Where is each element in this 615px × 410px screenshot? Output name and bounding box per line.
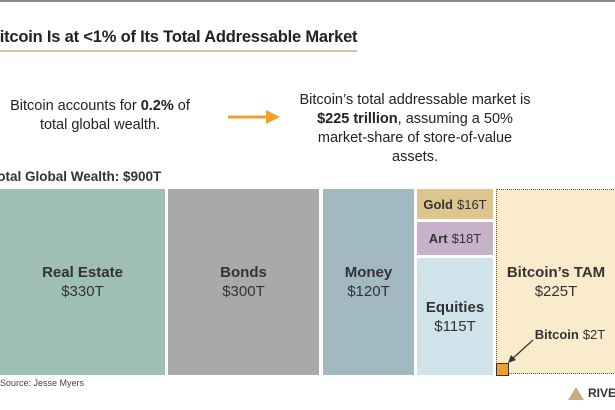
arrow-right-icon (228, 110, 280, 124)
callout-left: Bitcoin accounts for 0.2% of total globa… (10, 98, 190, 133)
block-bitcoin (496, 363, 509, 376)
block-real-estate: Real Estate $330T (0, 189, 165, 375)
chart-title: Bitcoin Is at <1% of Its Total Addressab… (0, 28, 358, 52)
block-art: Art $18T (417, 222, 493, 255)
bitcoin-label: Bitcoin $2T (534, 326, 606, 342)
total-wealth-label: Total Global Wealth: $900T (0, 169, 162, 184)
pointer-arrow-icon (508, 339, 534, 363)
block-bonds: Bonds $300T (168, 189, 319, 375)
mountain-logo-icon (568, 386, 584, 400)
block-gold: Gold $16T (417, 189, 493, 219)
callout-right: Bitcoin’s total addressable market is $2… (299, 92, 531, 165)
source-note: Source: Jesse Myers (0, 378, 85, 388)
block-money: Money $120T (323, 189, 414, 375)
block-bitcoin-tam: Bitcoin’s TAM $225T (496, 189, 615, 374)
brand-logo: RIVER (568, 386, 615, 400)
block-equities: Equities $115T (417, 258, 493, 375)
top-divider (0, 0, 615, 2)
